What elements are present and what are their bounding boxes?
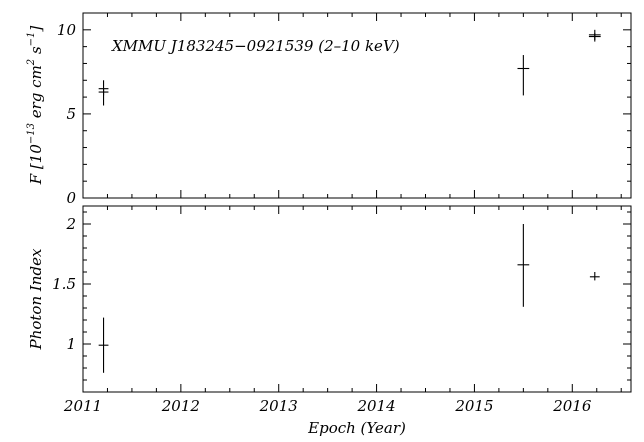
photon-index-y-axis-label: Photon Index bbox=[27, 248, 45, 350]
source-annotation: XMMU J183245−0921539 (2–10 keV) bbox=[111, 37, 400, 55]
flux-panel: 0 5 10 XMMU J183245−0921539 (2–10 keV) F [… bbox=[26, 12, 632, 207]
photon-index-y-tick-label: 1.5 bbox=[52, 275, 76, 293]
x-tick-label: 2012 bbox=[161, 397, 200, 415]
x-tick-label: 2016 bbox=[552, 397, 592, 415]
x-tick-label: 2013 bbox=[259, 397, 298, 415]
flux-data-points bbox=[98, 29, 601, 106]
photon-index-data-point bbox=[589, 272, 600, 281]
flux-data-point bbox=[588, 33, 601, 40]
flux-y-tick-label: 10 bbox=[57, 21, 77, 39]
photon-index-y-tick-label: 1 bbox=[66, 335, 76, 353]
photon-index-data-point bbox=[98, 317, 109, 373]
photon-index-data-points bbox=[98, 224, 600, 373]
x-tick-labels: 2011 2012 2013 2014 2015 2016 bbox=[63, 397, 592, 415]
photon-index-y-tick-labels: 11.52 bbox=[52, 215, 76, 353]
x-tick-label: 2014 bbox=[356, 397, 395, 415]
flux-panel-frame bbox=[82, 12, 632, 199]
flux-y-axis-label: F [10−13 erg cm2 s−1] bbox=[26, 26, 45, 186]
flux-y-tick-label: 5 bbox=[66, 105, 76, 123]
photon-index-panel: 11.52 Photon Index 2011 2012 2013 2014 2015 2… bbox=[27, 205, 632, 437]
flux-y-tick-label: 0 bbox=[66, 189, 76, 207]
photon-index-panel-ticks bbox=[82, 206, 631, 392]
flux-panel-ticks bbox=[82, 12, 631, 199]
photon-index-data-point bbox=[517, 224, 530, 307]
flux-y-tick-labels: 0 5 10 bbox=[57, 21, 77, 207]
x-tick-label: 2011 bbox=[63, 397, 102, 415]
photon-index-panel-frame bbox=[82, 205, 632, 393]
x-tick-label: 2015 bbox=[454, 397, 493, 415]
flux-data-point bbox=[98, 88, 109, 96]
flux-data-point bbox=[517, 55, 530, 96]
x-axis-label: Epoch (Year) bbox=[307, 419, 406, 437]
photon-index-y-tick-label: 2 bbox=[65, 215, 76, 233]
